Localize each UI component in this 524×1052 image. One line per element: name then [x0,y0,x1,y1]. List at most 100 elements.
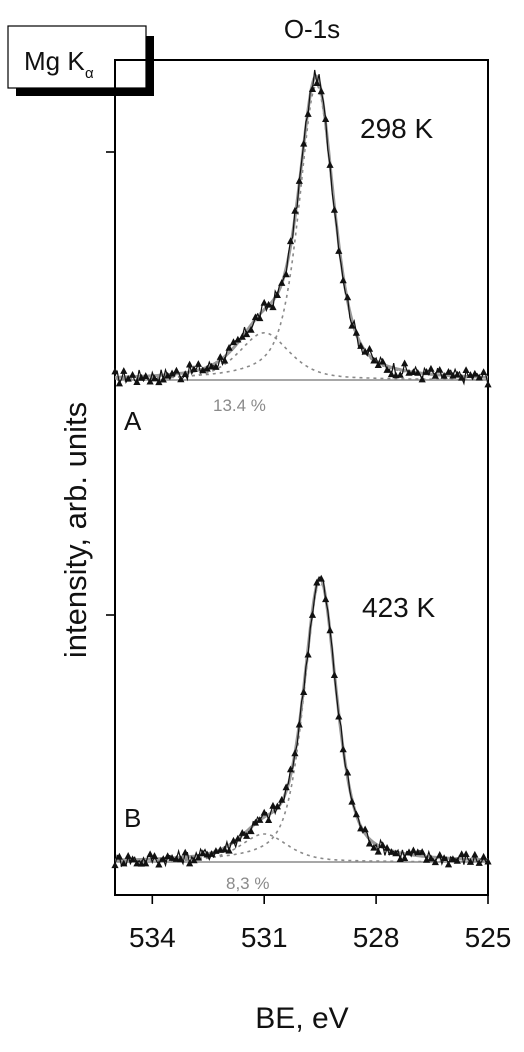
panel-b: 423 K B 8,3 % [111,574,492,893]
data-point [343,768,352,776]
data-point [186,360,194,368]
data-point [124,852,132,859]
data-point [172,366,181,374]
data-point [365,344,374,352]
data-point [304,650,312,658]
data-point [383,843,391,851]
data-point [238,332,246,340]
x-tick-label: 525 [465,922,512,953]
data-point [155,860,163,868]
data-point [370,356,378,364]
data-point [396,371,404,378]
data-point [146,850,154,858]
data-point [273,802,281,810]
data-point [453,856,461,864]
data-point [264,300,273,308]
data-point [444,860,453,868]
data-point [190,856,198,864]
data-point [120,367,128,374]
data-point [475,373,483,381]
data-point [229,836,238,844]
data-point [199,849,207,857]
data-point [282,783,290,791]
data-point [286,765,295,773]
data-point [251,313,260,321]
data-point [326,161,334,168]
data-point [427,364,435,372]
data-point [339,745,347,753]
minor-component-curve [115,331,488,381]
data-point [216,353,224,360]
data-point [352,810,360,818]
data-point [357,824,365,832]
data-point [164,371,172,379]
data-point [484,380,492,388]
data-point [269,801,277,809]
data-point [234,834,242,842]
data-point [475,859,483,866]
data-point [409,846,417,854]
data-point [120,859,128,867]
panel-a-data-points [111,69,492,388]
data-point [186,859,194,867]
data-point [300,139,308,147]
data-point [146,377,154,385]
data-point [458,373,466,381]
data-point [339,276,347,284]
data-point [142,372,150,379]
data-point [462,366,470,374]
data-point [115,379,123,387]
data-point [111,367,119,375]
data-point [370,843,378,851]
data-point [392,849,400,857]
data-point [203,364,211,372]
panel-b-label: B [124,803,141,833]
data-point [243,832,251,839]
badge-subscript-text: α [85,65,94,82]
data-point [436,365,444,373]
data-point [466,858,475,865]
y-axis-label: intensity, arb. units [58,402,93,658]
data-point [379,841,387,849]
data-point [444,368,453,375]
plot-frame [114,59,489,896]
panel-a-temperature: 298 K [360,113,433,144]
data-point [229,338,238,346]
data-point [234,335,242,343]
data-point [335,712,343,720]
data-point [401,854,409,861]
data-point [317,574,325,582]
data-point [361,347,369,355]
main-component-curve [115,580,489,862]
data-point [111,861,119,869]
data-point [401,359,409,367]
data-point [387,370,396,378]
data-point [361,825,369,833]
data-point [133,859,141,867]
data-point [379,357,387,365]
data-point [181,848,189,856]
data-point [295,177,303,184]
data-point [247,827,255,835]
data-point [278,279,286,286]
data-point [313,79,321,87]
data-point [317,87,325,95]
data-point [225,343,233,351]
x-tick-label: 531 [241,922,288,953]
data-point [155,378,163,386]
panel-a-percent: 13.4 % [213,396,266,415]
data-point [142,859,150,867]
panel-b-data-points [111,574,492,869]
data-point [308,611,317,618]
data-point [352,328,360,336]
data-point [335,247,343,254]
data-point [480,368,488,376]
data-point [431,371,439,379]
data-point [374,847,382,855]
data-point [221,845,229,853]
data-point [128,855,137,863]
data-point [291,749,299,757]
data-point [322,595,330,603]
data-point [124,374,132,382]
